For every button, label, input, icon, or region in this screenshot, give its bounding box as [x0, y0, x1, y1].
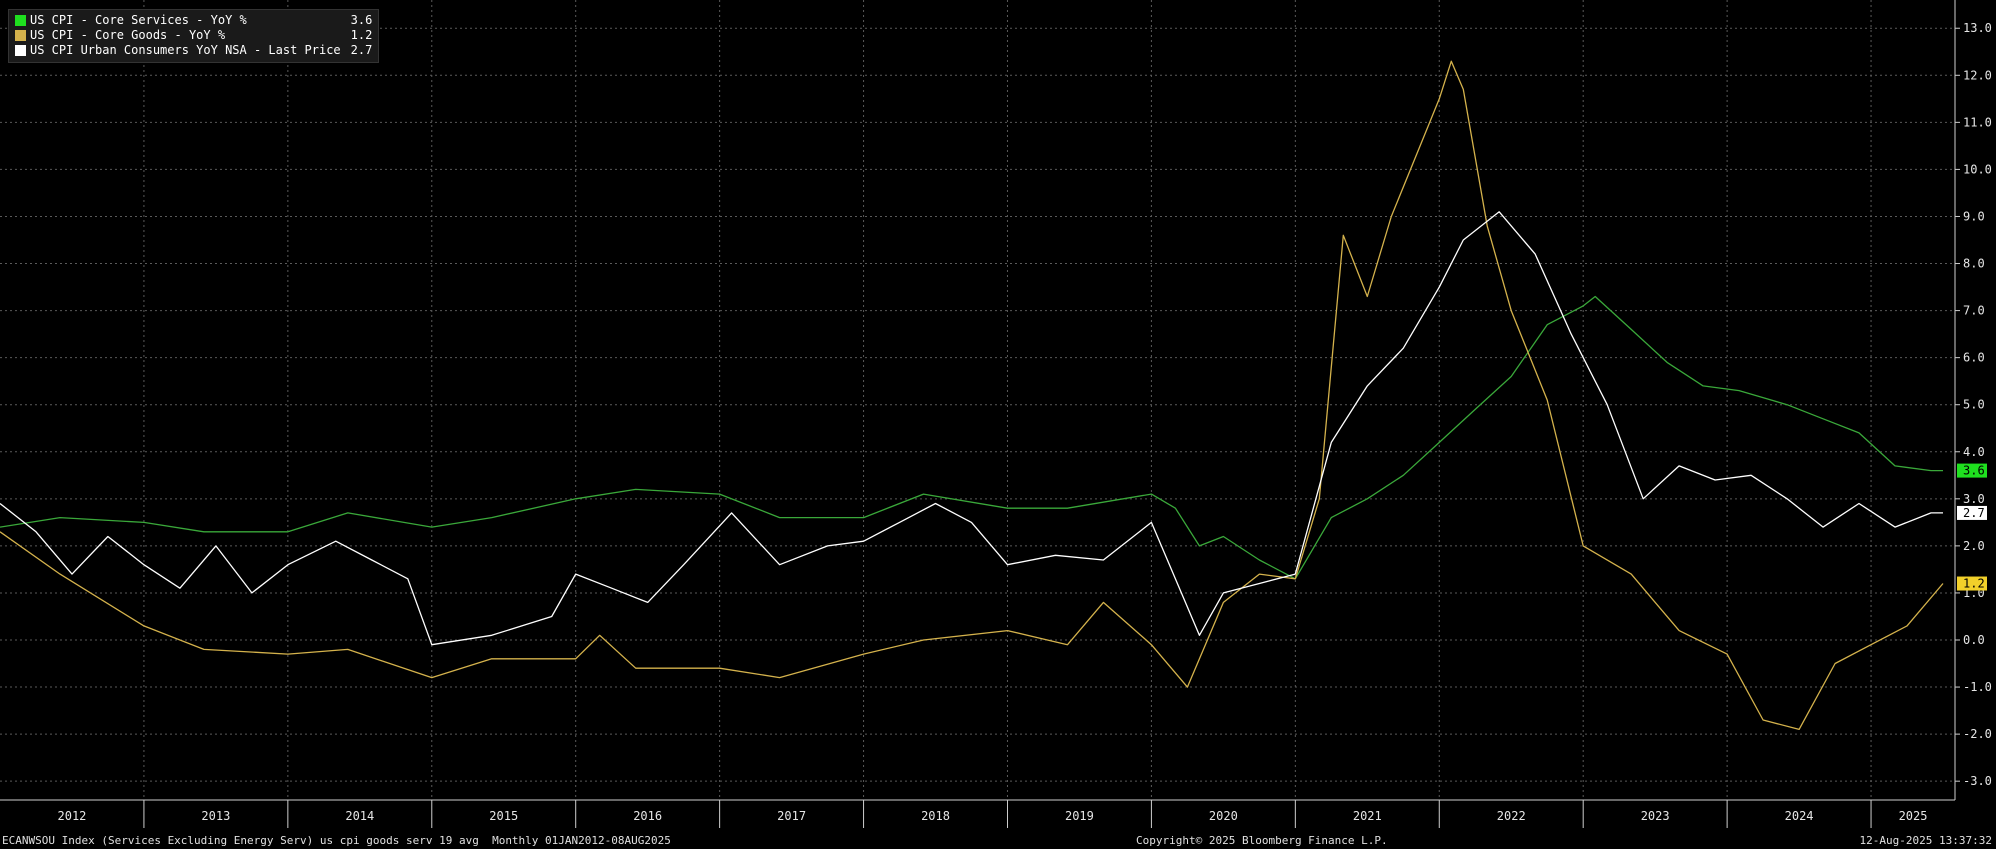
x-tick-label: 2015 [489, 809, 518, 823]
x-tick-label: 2014 [345, 809, 374, 823]
legend-swatch-icon [15, 30, 26, 41]
y-tick-label: 13.0 [1963, 21, 1992, 35]
footer-timestamp: 12-Aug-2025 13:37:32 [1859, 834, 1992, 847]
legend-label: US CPI - Core Services - YoY % [30, 13, 247, 27]
series-line-3 [0, 211, 1943, 646]
y-tick-label: 11.0 [1963, 115, 1992, 129]
y-tick-label: 2.0 [1963, 539, 1985, 553]
last-value-label: 3.6 [1963, 464, 1985, 478]
legend-entry-core-goods: US CPI - Core Goods - YoY % 1.2 [15, 28, 372, 43]
x-tick-label: 2017 [777, 809, 806, 823]
legend-entry-headline-cpi: US CPI Urban Consumers YoY NSA - Last Pr… [15, 43, 372, 58]
last-value-badges: 3.6 1.2 2.7 [1957, 463, 1987, 591]
chart-legend: US CPI - Core Services - YoY % 3.6 US CP… [8, 9, 380, 63]
footer-copyright: Copyright© 2025 Bloomberg Finance L.P. [1136, 834, 1388, 847]
series-line-1 [0, 295, 1943, 580]
y-tick-label: 9.0 [1963, 209, 1985, 223]
y-tick-label: 4.0 [1963, 445, 1985, 459]
last-value-badge [1957, 576, 1987, 591]
x-tick-label: 2023 [1641, 809, 1670, 823]
y-tick-label: -3.0 [1963, 774, 1992, 788]
legend-value: 2.7 [350, 43, 373, 57]
x-tick-label: 2016 [633, 809, 662, 823]
x-tick-label: 2021 [1353, 809, 1382, 823]
legend-value: 3.6 [350, 13, 373, 27]
y-tick-label: 12.0 [1963, 68, 1992, 82]
y-tick-label: 5.0 [1963, 398, 1985, 412]
x-tick-label: 2024 [1785, 809, 1814, 823]
y-tick-label: -2.0 [1963, 727, 1992, 741]
last-value-badge [1957, 505, 1987, 520]
y-tick-label: 7.0 [1963, 304, 1985, 318]
last-value-label: 2.7 [1963, 506, 1985, 520]
x-tick-label: 2022 [1497, 809, 1526, 823]
x-tick-label: 2019 [1065, 809, 1094, 823]
legend-swatch-icon [15, 45, 26, 56]
legend-value: 1.2 [350, 28, 373, 42]
series-line-2 [0, 60, 1944, 731]
y-tick-label: -1.0 [1963, 680, 1992, 694]
x-tick-label: 2025 [1899, 809, 1928, 823]
footer-index-description: ECANWSOU Index (Services Excluding Energ… [2, 834, 671, 847]
chart-series-lines [0, 60, 1944, 731]
last-value-badge [1957, 463, 1987, 478]
legend-label: US CPI - Core Goods - YoY % [30, 28, 226, 42]
legend-entry-core-services: US CPI - Core Services - YoY % 3.6 [15, 13, 372, 28]
x-tick-label: 2020 [1209, 809, 1238, 823]
y-axis: -3.0-2.0-1.00.01.02.03.04.05.06.07.08.09… [1954, 0, 1992, 800]
y-tick-label: 0.0 [1963, 633, 1985, 647]
y-tick-label: 3.0 [1963, 492, 1985, 506]
legend-swatch-icon [15, 15, 26, 26]
x-tick-label: 2013 [201, 809, 230, 823]
y-tick-label: 8.0 [1963, 257, 1985, 271]
last-value-label: 1.2 [1963, 577, 1985, 591]
y-tick-label: 10.0 [1963, 162, 1992, 176]
x-tick-label: 2012 [58, 809, 87, 823]
x-tick-label: 2018 [921, 809, 950, 823]
y-tick-label: 6.0 [1963, 351, 1985, 365]
x-axis: 2012 2013 2014 2015 2016 2017 2018 2019 2020 2021… [0, 799, 1955, 828]
legend-label: US CPI Urban Consumers YoY NSA - Last Pr… [30, 43, 341, 57]
